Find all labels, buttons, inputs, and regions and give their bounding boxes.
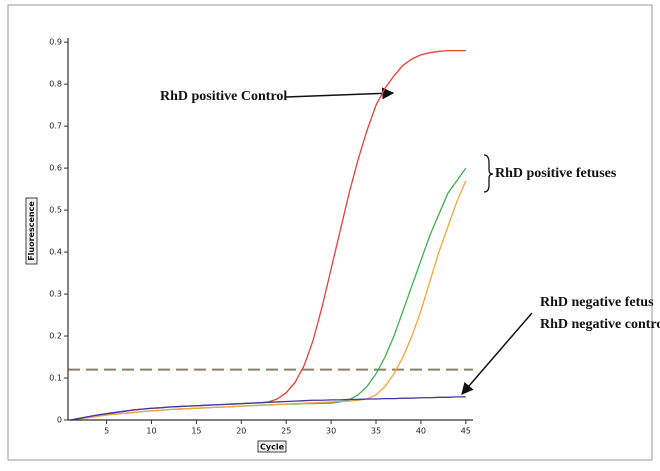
y-tick-label: 0.4 [49, 248, 62, 257]
annotation: RhD positive Control [160, 89, 287, 104]
series-line [70, 180, 467, 421]
y-tick-label: 0.2 [49, 332, 62, 341]
y-tick-label: 0.3 [49, 290, 62, 299]
arrow [461, 312, 533, 395]
frame [7, 4, 653, 461]
x-label-box [257, 440, 287, 453]
annotation: RhD negative fetus [540, 295, 654, 310]
x-tick-label: 40 [416, 427, 426, 436]
series-line [70, 49, 466, 421]
y-label-box [25, 197, 38, 265]
y-tick-label: 0.5 [49, 206, 62, 215]
brace [483, 154, 494, 193]
x-tick-label: 35 [371, 427, 381, 436]
y-tick-label: 0 [57, 416, 62, 425]
series-line [70, 167, 467, 421]
annotation: RhD negative contro [540, 317, 660, 332]
x-tick-label: 45 [461, 427, 471, 436]
x-tick-label: 30 [326, 427, 336, 436]
x-tick-label: 10 [146, 427, 156, 436]
annotation: RhD positive fetuses [495, 166, 617, 181]
arrow [285, 87, 395, 100]
x-tick-label: 20 [236, 427, 246, 436]
y-tick-label: 0.8 [49, 80, 62, 89]
x-tick-label: 25 [281, 427, 291, 436]
y-tick-label: 0.7 [49, 122, 62, 131]
x-axis-label: Cycle [260, 443, 285, 452]
y-axis-label: Fluorescence [27, 201, 36, 261]
x-tick-label: 5 [104, 427, 109, 436]
series-line [70, 396, 466, 421]
y-tick-label: 0.1 [49, 374, 62, 383]
x-tick-label: 15 [191, 427, 201, 436]
y-tick-label: 0.9 [49, 38, 62, 47]
y-tick-label: 0.6 [49, 164, 62, 173]
